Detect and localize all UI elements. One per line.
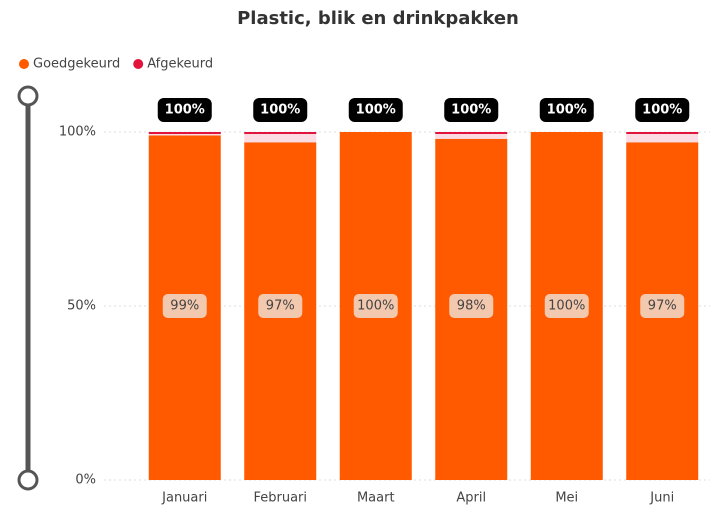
x-tick-label: April — [456, 491, 486, 506]
data-label-group: 100% — [544, 294, 589, 318]
total-label-bg — [348, 98, 403, 122]
x-tick-label: Juni — [649, 491, 674, 506]
data-label: 97% — [266, 299, 295, 314]
data-label-bg — [640, 294, 685, 318]
data-label-group: 97% — [258, 294, 303, 318]
x-tick-label: Maart — [357, 491, 395, 506]
y-tick-label: 0% — [75, 473, 96, 488]
data-label-group: 98% — [449, 294, 494, 318]
data-label-group: 100% — [353, 294, 398, 318]
legend-label: Afgekeurd — [147, 57, 213, 72]
total-label-bg — [253, 98, 308, 122]
bar-segment — [435, 132, 508, 139]
total-label-bg — [539, 98, 594, 122]
legend-marker — [19, 59, 29, 69]
chart-title: Plastic, blik en drinkpakken — [237, 8, 519, 29]
data-label: 100% — [357, 299, 394, 314]
total-label: 100% — [451, 103, 491, 118]
data-label: 100% — [548, 299, 585, 314]
slider-handle — [17, 469, 39, 491]
data-label-group: 99% — [162, 294, 207, 318]
bar-segment — [626, 132, 699, 143]
bar-segment — [244, 132, 317, 143]
total-label: 100% — [260, 103, 300, 118]
total-label: 100% — [165, 103, 205, 118]
x-tick-label: Januari — [161, 491, 207, 506]
data-label-bg — [258, 294, 303, 318]
slider-handle — [17, 85, 39, 107]
data-label-bg — [353, 294, 398, 318]
data-label: 98% — [457, 299, 486, 314]
data-label-group: 97% — [640, 294, 685, 318]
slider — [17, 85, 39, 491]
data-label-bg — [544, 294, 589, 318]
x-tick-label: Februari — [253, 491, 307, 506]
data-label: 99% — [170, 299, 199, 314]
data-label: 97% — [648, 299, 677, 314]
x-tick-label: Mei — [555, 491, 578, 506]
legend-marker — [133, 59, 144, 69]
y-tick-label: 100% — [59, 125, 96, 140]
total-label: 100% — [547, 103, 587, 118]
total-label-bg — [444, 98, 499, 122]
total-label-bg — [157, 98, 212, 122]
data-label-bg — [449, 294, 494, 318]
total-label: 100% — [642, 103, 682, 118]
data-label-bg — [162, 294, 207, 318]
y-tick-label: 50% — [67, 299, 96, 314]
total-label: 100% — [356, 103, 396, 118]
legend-label: Goedgekeurd — [33, 57, 120, 72]
total-label-bg — [635, 98, 690, 122]
